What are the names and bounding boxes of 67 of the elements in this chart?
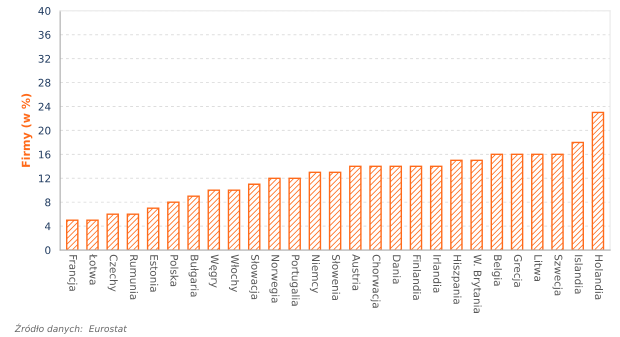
x-tick-label: Norwegia [269, 255, 280, 303]
bar [248, 184, 260, 250]
x-tick-label: Finlandia [412, 255, 422, 300]
x-tick-label: Grecja [512, 254, 522, 287]
x-tick-label: Łotwa [89, 254, 98, 284]
bar [390, 166, 402, 250]
x-tick-label: W. Brytania [472, 254, 482, 313]
x-tick-label: Irlandia [433, 255, 442, 292]
y-tick-label: 16 [39, 150, 50, 158]
bar [228, 190, 240, 250]
y-tick-label: 28 [38, 78, 50, 87]
x-tick-label: Węgry [208, 254, 219, 288]
bar [66, 219, 79, 250]
x-tick-label: Szwecja [552, 254, 563, 296]
bar [126, 213, 140, 250]
bar [308, 172, 322, 250]
bar [86, 219, 99, 250]
bar [208, 190, 220, 250]
y-tick-label: 36 [38, 30, 50, 39]
bar [531, 154, 544, 250]
bar [430, 166, 442, 250]
x-tick-label: Słowenia [332, 254, 340, 300]
bar [510, 154, 524, 250]
bar [146, 207, 160, 250]
bar [470, 160, 483, 250]
bar [490, 154, 504, 250]
bar [328, 172, 342, 250]
x-tick-label: Portugalia [290, 255, 300, 306]
x-tick-label: Słowacja [249, 254, 260, 300]
text: Źródło danych: Eurostat [14, 324, 128, 334]
y-tick-label: 20 [38, 126, 50, 135]
x-tick-label: Belgia [492, 255, 502, 286]
y-tick-label: 8 [45, 198, 50, 206]
bar [410, 166, 422, 250]
x-tick-label: Austria [352, 254, 360, 290]
x-tick-label: Niemcy [310, 255, 320, 294]
bar [369, 166, 382, 250]
x-tick-label: Dania [392, 255, 401, 284]
bar [571, 142, 584, 250]
bar [450, 160, 463, 250]
x-tick-label: Islandia [574, 255, 583, 294]
y-tick-label: 32 [38, 54, 50, 63]
x-tick-label: Rumunia [130, 255, 138, 300]
bar [268, 178, 281, 250]
y-tick-label: 0 [45, 246, 50, 254]
bar [106, 213, 119, 250]
y-tick-label: 12 [39, 174, 50, 182]
bar [349, 166, 362, 250]
y-axis-title: Firmy (w %) [21, 94, 32, 167]
x-tick-label: Bułgaria [188, 255, 199, 297]
y-tick-label: 4 [44, 222, 51, 230]
bar [592, 112, 604, 250]
x-tick-label: Włochy [228, 254, 240, 292]
x-tick-label: Czechy [108, 254, 118, 292]
x-tick-label: Polska [170, 255, 178, 286]
x-tick-label: Chorwacja [370, 254, 381, 308]
bar [167, 202, 180, 250]
x-tick-label: Francja [67, 255, 78, 291]
y-tick-label: 40 [38, 7, 50, 15]
bar [551, 154, 564, 250]
y-tick-label: 24 [38, 102, 51, 110]
bar [187, 196, 200, 250]
x-tick-label: Hiszpania [451, 255, 462, 304]
bar [288, 178, 301, 250]
x-tick-label: Holandia [594, 255, 603, 300]
x-tick-label: Litwa [534, 255, 542, 281]
x-tick-label: Estonia [150, 255, 158, 292]
